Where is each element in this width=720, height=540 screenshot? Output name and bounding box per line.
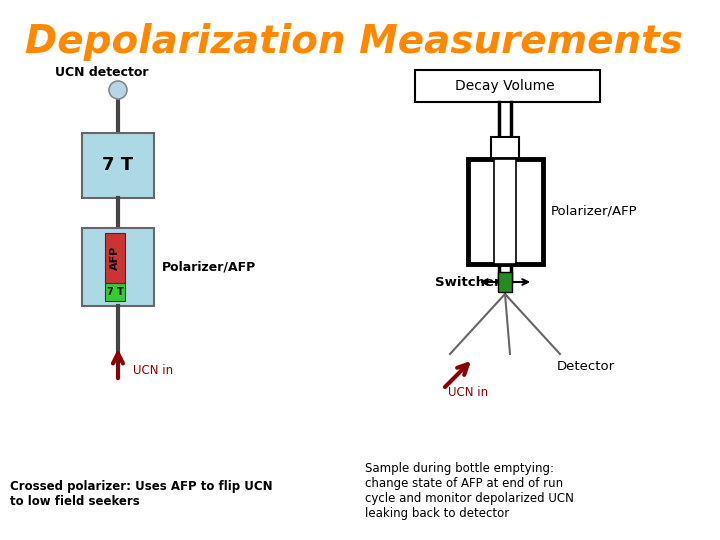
Text: Polarizer/AFP: Polarizer/AFP bbox=[551, 205, 637, 218]
Text: UCN in: UCN in bbox=[448, 386, 488, 399]
Bar bbox=[491, 137, 519, 159]
Text: UCN detector: UCN detector bbox=[55, 65, 148, 78]
Bar bbox=[498, 272, 512, 292]
Text: Decay Volume: Decay Volume bbox=[455, 79, 555, 93]
Text: Depolarization Measurements: Depolarization Measurements bbox=[25, 23, 683, 61]
Bar bbox=[467, 159, 542, 264]
Bar bbox=[415, 70, 600, 102]
Text: AFP: AFP bbox=[110, 246, 120, 270]
Bar bbox=[105, 233, 125, 283]
Text: Switcher: Switcher bbox=[435, 275, 500, 288]
Text: 7 T: 7 T bbox=[102, 157, 134, 174]
Text: Polarizer/AFP: Polarizer/AFP bbox=[162, 260, 256, 273]
Bar bbox=[105, 283, 125, 301]
Text: Detector: Detector bbox=[557, 360, 615, 373]
Bar bbox=[82, 133, 154, 198]
Bar bbox=[494, 159, 516, 264]
Circle shape bbox=[109, 81, 127, 99]
Text: Crossed polarizer: Uses AFP to flip UCN
to low field seekers: Crossed polarizer: Uses AFP to flip UCN … bbox=[10, 480, 273, 508]
Text: 7 T: 7 T bbox=[107, 287, 123, 297]
Text: Sample during bottle emptying:
change state of AFP at end of run
cycle and monit: Sample during bottle emptying: change st… bbox=[365, 462, 574, 520]
Text: UCN in: UCN in bbox=[133, 364, 173, 377]
Bar bbox=[82, 228, 154, 306]
